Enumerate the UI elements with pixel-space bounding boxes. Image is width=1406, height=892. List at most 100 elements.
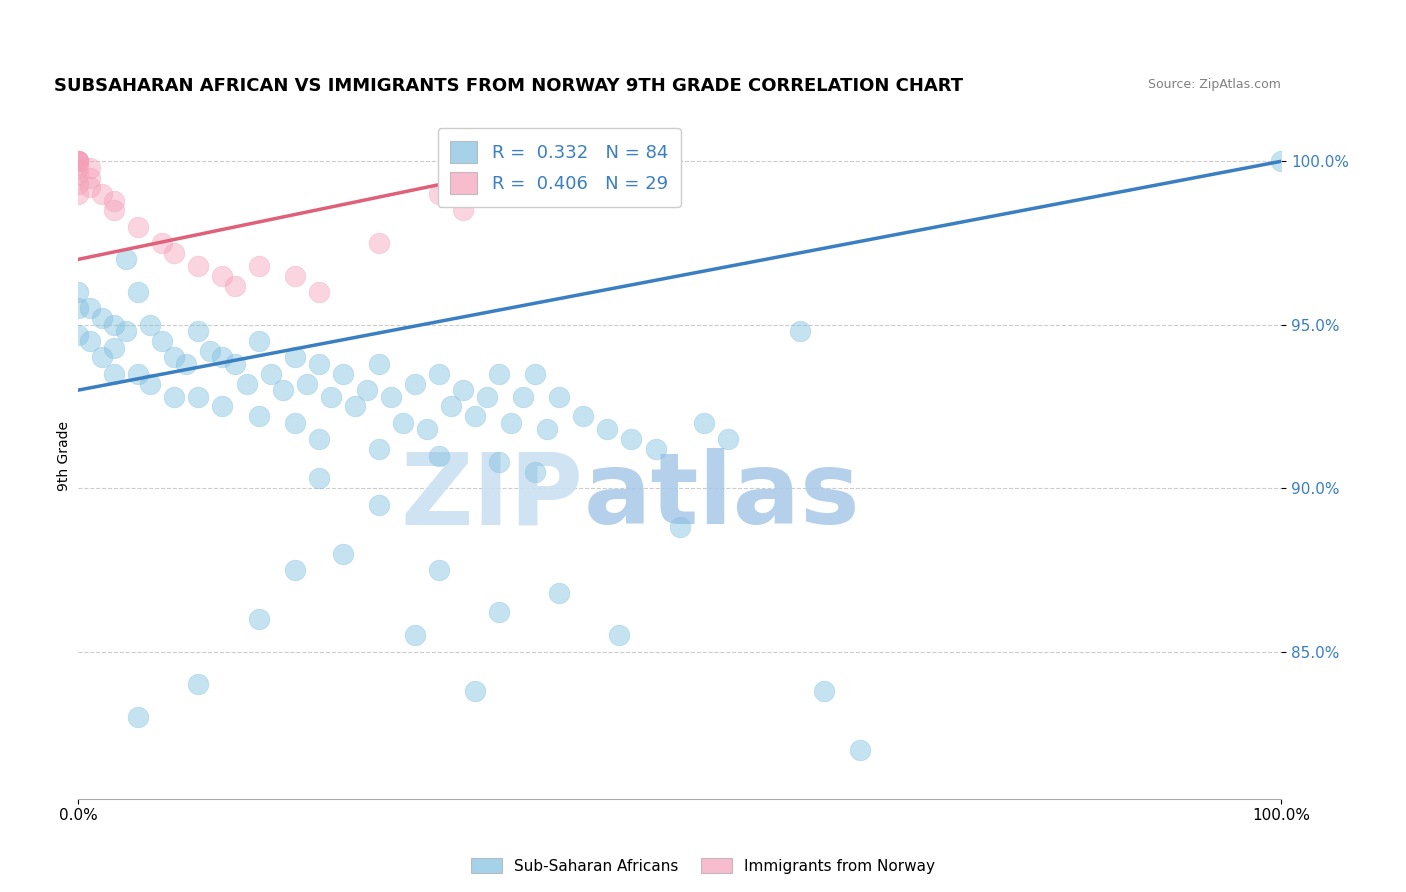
Point [247,259,270,273]
Point [91,351,114,365]
Point [404,376,426,391]
Point [789,324,811,338]
Point [536,422,558,436]
Point [224,278,246,293]
Point [211,268,233,283]
Point [427,563,450,577]
Text: ZIP: ZIP [401,448,583,545]
Point [67,327,90,342]
Point [127,285,149,299]
Point [596,422,619,436]
Point [416,422,439,436]
Point [367,357,389,371]
Point [67,167,90,181]
Point [211,400,233,414]
Point [176,357,198,371]
Legend: Sub-Saharan Africans, Immigrants from Norway: Sub-Saharan Africans, Immigrants from No… [465,852,941,880]
Point [127,367,149,381]
Point [163,390,186,404]
Point [150,235,173,250]
Point [79,161,101,175]
Point [163,245,186,260]
Point [356,383,378,397]
Point [211,351,233,365]
Point [115,324,138,338]
Point [67,154,90,169]
Point [308,285,330,299]
Point [620,432,643,446]
Point [103,367,125,381]
Point [644,442,666,456]
Point [103,203,125,218]
Y-axis label: 9th Grade: 9th Grade [58,420,72,491]
Point [103,341,125,355]
Point [271,383,294,397]
Point [67,154,90,169]
Point [200,343,222,358]
Text: atlas: atlas [583,448,860,545]
Point [187,390,209,404]
Point [67,285,90,299]
Point [247,334,270,348]
Point [367,498,389,512]
Point [692,416,714,430]
Point [813,684,835,698]
Point [284,416,307,430]
Point [308,357,330,371]
Point [1270,154,1292,169]
Point [548,390,571,404]
Point [139,376,162,391]
Text: Source: ZipAtlas.com: Source: ZipAtlas.com [1149,78,1281,92]
Point [849,742,872,756]
Point [259,367,281,381]
Point [451,383,474,397]
Point [367,442,389,456]
Point [332,367,354,381]
Point [79,301,101,316]
Point [127,219,149,234]
Point [464,684,486,698]
Point [67,161,90,175]
Point [284,268,307,283]
Point [150,334,173,348]
Point [524,186,547,201]
Point [115,252,138,267]
Point [67,177,90,191]
Point [79,180,101,194]
Point [524,465,547,479]
Point [548,586,571,600]
Point [187,324,209,338]
Point [308,432,330,446]
Point [380,390,402,404]
Point [139,318,162,332]
Point [451,203,474,218]
Point [319,390,342,404]
Point [67,154,90,169]
Point [187,259,209,273]
Point [67,301,90,316]
Point [79,170,101,185]
Point [524,367,547,381]
Point [224,357,246,371]
Point [67,154,90,169]
Point [668,520,690,534]
Point [488,455,510,469]
Point [284,351,307,365]
Point [392,416,415,430]
Point [103,318,125,332]
Point [512,390,534,404]
Legend: R =  0.332   N = 84, R =  0.406   N = 29: R = 0.332 N = 84, R = 0.406 N = 29 [437,128,681,207]
Point [488,606,510,620]
Point [609,628,631,642]
Point [187,677,209,691]
Point [475,390,498,404]
Point [67,154,90,169]
Point [572,180,595,194]
Point [91,186,114,201]
Point [91,311,114,326]
Point [332,547,354,561]
Point [343,400,366,414]
Point [572,409,595,424]
Point [404,628,426,642]
Point [488,367,510,381]
